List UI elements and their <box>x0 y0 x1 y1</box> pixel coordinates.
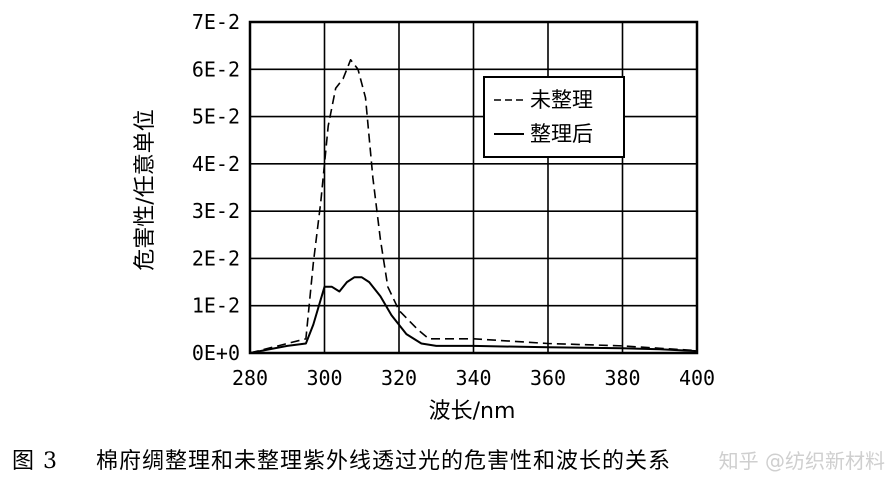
y-tick-label: 3E-2 <box>192 199 240 223</box>
y-axis-title: 危害性/任意单位 <box>133 109 158 270</box>
x-tick-label: 340 <box>455 366 491 390</box>
y-tick-label: 7E-2 <box>192 10 240 34</box>
x-tick-label: 320 <box>381 366 417 390</box>
y-tick-label: 2E-2 <box>192 246 240 270</box>
x-tick-label: 360 <box>530 366 566 390</box>
x-axis-title: 波长/nm <box>429 399 516 424</box>
y-tick-label: 4E-2 <box>192 152 240 176</box>
series-line-untreated <box>249 59 698 354</box>
y-tick-label: 5E-2 <box>192 105 240 129</box>
y-tick-label: 1E-2 <box>192 294 240 318</box>
grid <box>250 22 697 353</box>
caption-text: 棉府绸整理和未整理紫外线透过光的危害性和波长的关系 <box>96 449 671 474</box>
series-layer <box>249 59 698 354</box>
y-tick-label: 6E-2 <box>192 57 240 81</box>
x-tick-label: 400 <box>679 366 715 390</box>
legend-label-untreated: 未整理 <box>530 88 593 112</box>
x-tick-label: 280 <box>232 366 268 390</box>
y-tick-labels: 0E+0 1E-2 2E-2 3E-2 4E-2 5E-2 6E-2 7E-2 <box>192 10 240 365</box>
plot-area-frame <box>248 20 699 355</box>
legend-label-treated: 整理后 <box>530 122 593 146</box>
x-tick-label: 300 <box>306 366 342 390</box>
legend-box <box>483 76 625 158</box>
caption-label: 图 3 <box>12 449 58 474</box>
figure-caption: 图 3 棉府绸整理和未整理紫外线透过光的危害性和波长的关系 <box>12 449 671 474</box>
x-tick-label: 380 <box>604 366 640 390</box>
series-line-treated <box>249 276 698 354</box>
watermark: 知乎 @纺织新材料 <box>719 449 885 473</box>
legend: 未整理 整理后 <box>483 76 625 158</box>
y-tick-label: 0E+0 <box>192 341 240 365</box>
x-tick-labels: 280 300 320 340 360 380 400 <box>232 366 715 390</box>
